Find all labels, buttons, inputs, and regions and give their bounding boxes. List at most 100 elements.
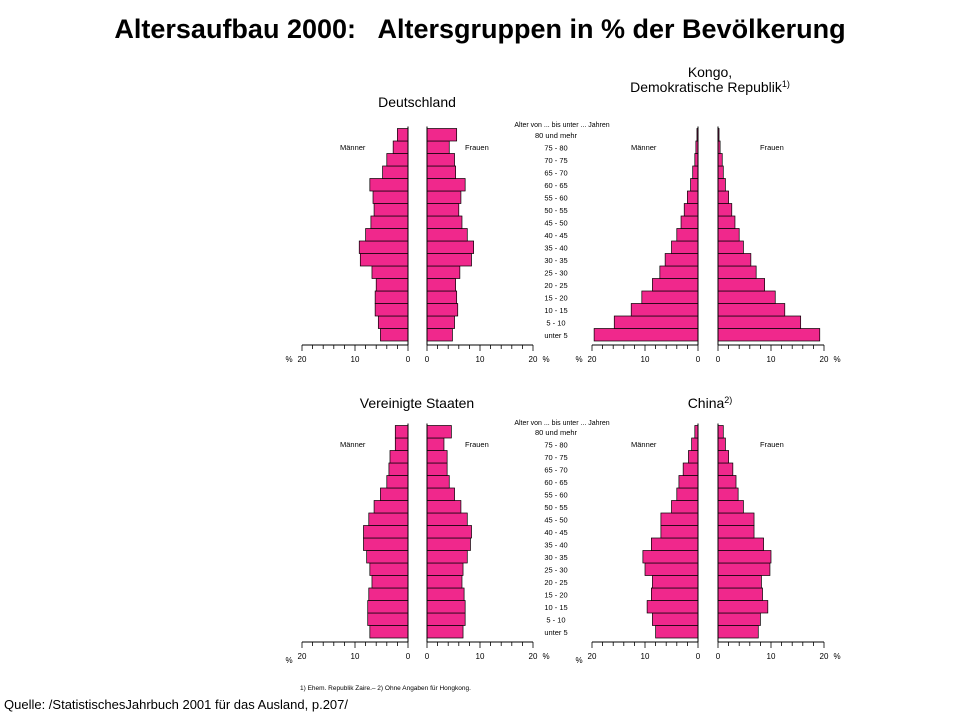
age-category-label: 5 - 10 [546, 318, 565, 327]
bar-female [717, 500, 744, 514]
bar-male [372, 190, 409, 204]
bar-male [683, 203, 699, 217]
bar-male [655, 625, 699, 639]
bar-female [426, 128, 458, 142]
bar-female [717, 178, 726, 192]
age-category-label: 10 - 15 [544, 603, 567, 612]
panel-title: China2) [688, 395, 733, 411]
bar-male [380, 328, 409, 342]
male-label: Männer [631, 440, 657, 449]
bar-female [426, 215, 463, 229]
bar-male [359, 253, 409, 267]
panel-title: Demokratische Republik1) [630, 79, 790, 95]
age-category-label: 50 - 55 [544, 503, 567, 512]
x-tick-label: 10 [641, 652, 650, 661]
age-category-label: 80 und mehr [535, 428, 578, 437]
bar-female [717, 425, 724, 439]
percent-unit-label: % [833, 355, 840, 364]
bar-male [652, 575, 699, 589]
bar-male [369, 625, 409, 639]
bar-male [676, 228, 699, 242]
bar-female [717, 278, 765, 292]
age-category-label: unter 5 [544, 628, 567, 637]
bar-female [717, 475, 737, 489]
bar-female [717, 600, 769, 614]
bar-female [426, 203, 460, 217]
bar-male [630, 303, 699, 317]
bar-female [426, 140, 450, 154]
x-tick-label: 20 [820, 355, 829, 364]
x-tick-label: 0 [406, 355, 411, 364]
age-category-label: 40 - 45 [544, 231, 567, 240]
x-tick-label: 10 [641, 355, 650, 364]
bar-male [369, 178, 409, 192]
bar-female [717, 512, 755, 526]
bar-male [652, 612, 699, 626]
bar-male [375, 278, 409, 292]
bar-female [426, 475, 450, 489]
bar-female [426, 525, 472, 539]
bar-female [717, 190, 729, 204]
age-category-label: 65 - 70 [544, 168, 567, 177]
bar-female [717, 612, 761, 626]
bar-male [367, 600, 409, 614]
bar-female [717, 203, 733, 217]
x-tick-label: 10 [351, 355, 360, 364]
percent-unit-label: % [575, 355, 582, 364]
age-category-label: 35 - 40 [544, 243, 567, 252]
male-label: Männer [631, 143, 657, 152]
female-label: Frauen [760, 143, 784, 152]
bar-female [717, 587, 763, 601]
age-category-label: 75 - 80 [544, 440, 567, 449]
bar-male [365, 228, 409, 242]
bar-female [717, 462, 734, 476]
bar-male [680, 215, 699, 229]
bar-female [426, 462, 448, 476]
age-category-label: 65 - 70 [544, 465, 567, 474]
x-tick-label: 20 [298, 652, 307, 661]
bar-male [660, 512, 699, 526]
bar-female [426, 500, 462, 514]
x-tick-label: 10 [351, 652, 360, 661]
bar-male [641, 290, 699, 304]
age-category-label: 5 - 10 [546, 615, 565, 624]
age-category-label: 80 und mehr [535, 131, 578, 140]
bar-female [717, 525, 755, 539]
x-tick-label: 20 [820, 652, 829, 661]
bar-male [664, 253, 699, 267]
age-category-label: 50 - 55 [544, 206, 567, 215]
age-category-label: 75 - 80 [544, 143, 567, 152]
x-tick-label: 20 [529, 652, 538, 661]
age-category-label: 35 - 40 [544, 540, 567, 549]
bar-female [426, 278, 456, 292]
bar-female [426, 228, 468, 242]
bar-male [593, 328, 699, 342]
age-category-label: 25 - 30 [544, 565, 567, 574]
bar-female [426, 328, 453, 342]
pyramid-panel-2: Kongo,Demokratische Republik1) Männer Frau… [575, 64, 840, 364]
pyramid-panel-1: Deutschland Männer Frauen Alter von ... bis… [285, 94, 609, 364]
bar-male [358, 240, 409, 254]
age-category-label: 30 - 35 [544, 553, 567, 562]
x-tick-label: 0 [425, 652, 430, 661]
bar-female [426, 537, 471, 551]
bar-male [371, 265, 409, 279]
bar-female [717, 265, 757, 279]
bar-female [426, 178, 466, 192]
bar-male [651, 537, 699, 551]
bar-female [717, 625, 759, 639]
bar-female [717, 240, 744, 254]
bar-female [717, 290, 776, 304]
panel-title: Deutschland [378, 94, 456, 110]
bar-female [717, 253, 752, 267]
bar-female [717, 562, 771, 576]
bar-male [386, 153, 409, 167]
bar-male [380, 487, 409, 501]
bar-female [426, 303, 459, 317]
bar-male [373, 203, 409, 217]
age-category-label: 60 - 65 [544, 181, 567, 190]
bar-male [660, 525, 699, 539]
bar-female [426, 190, 462, 204]
bar-male [651, 587, 699, 601]
bar-male [394, 425, 409, 439]
